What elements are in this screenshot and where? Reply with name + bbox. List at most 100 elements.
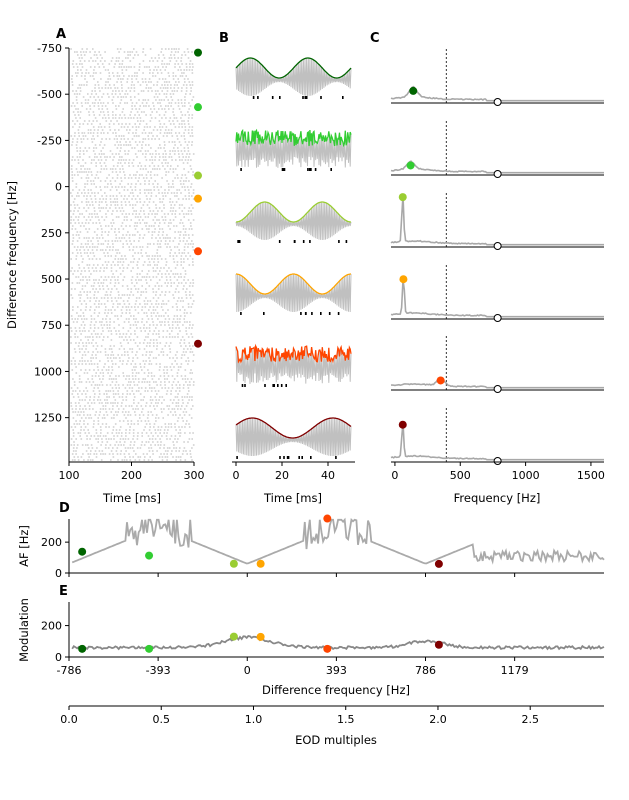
frequency-marker (256, 632, 265, 641)
frequency-marker (434, 640, 443, 649)
x-tick-label: 100 (59, 469, 80, 482)
spike-ticks (252, 96, 344, 99)
y-tick-label: 500 (41, 273, 62, 286)
panel-e-ticks: 0 200 -786 -393 0 393 786 1179 (41, 620, 529, 677)
trace-row (235, 273, 352, 315)
y-tick-label: -500 (37, 88, 62, 101)
panel-c-xlabel: Frequency [Hz] (454, 491, 541, 505)
panel-c-spectra: 0 500 1000 1500 Frequency [Hz] (390, 49, 605, 505)
raster-spike-pattern (70, 48, 195, 461)
eod-peak-marker (493, 314, 502, 322)
x-tick-label: 0.0 (60, 713, 78, 726)
eod-peak-marker (493, 170, 502, 178)
x-tick-label: 0 (233, 469, 240, 482)
frequency-marker (323, 644, 332, 653)
am-envelope (235, 128, 352, 148)
y-tick-label: 200 (41, 536, 62, 549)
y-tick-label: 0 (55, 567, 62, 580)
spike-ticks (241, 384, 287, 387)
x-tick-label: 393 (326, 664, 347, 677)
panel-d-ylabel: AF [Hz] (17, 525, 31, 567)
x-tick-label: 20 (275, 469, 289, 482)
panel-d-ticks: 0 200 (41, 536, 516, 580)
x-tick-label: 1.5 (337, 713, 355, 726)
frequency-marker (78, 644, 87, 653)
panel-label-a: A (56, 27, 66, 42)
frequency-marker (145, 644, 154, 653)
y-tick-label: 1000 (34, 365, 62, 378)
frequency-marker (229, 559, 238, 568)
am-envelope (235, 57, 352, 79)
frequency-marker (229, 632, 238, 641)
row-marker (194, 171, 202, 180)
x-tick-label: 786 (415, 664, 436, 677)
x-tick-label: 200 (121, 469, 142, 482)
trace-row (235, 343, 352, 387)
eod-trace (235, 417, 352, 457)
af-curve (71, 517, 605, 565)
spectrum-row (390, 265, 604, 322)
spectrum-line (390, 195, 604, 246)
panel-a-xlabel: Time [ms] (102, 491, 161, 505)
am-envelope (236, 201, 351, 223)
eod-multiples-axis: 0.0 0.5 1.0 1.5 2.0 2.5 EOD multiples (60, 705, 604, 747)
spike-ticks (237, 240, 348, 243)
eod-peak-marker (493, 385, 502, 393)
x-tick-label: 0 (391, 469, 398, 482)
raster-spikes (70, 48, 195, 461)
panel-label-c: C (370, 31, 380, 46)
x-tick-label: 0.5 (152, 713, 170, 726)
eod-peak-marker (493, 457, 502, 465)
x-tick-label: 1.0 (245, 713, 263, 726)
panel-c-ticks: 0 500 1000 1500 (391, 462, 605, 482)
spectrum-line (390, 422, 604, 461)
am-peak-marker (399, 275, 408, 284)
y-tick-label: 250 (41, 227, 62, 240)
panel-d-markers (78, 514, 443, 568)
trace-row (235, 201, 352, 243)
x-tick-label: 40 (321, 469, 335, 482)
x-tick-label: 1179 (501, 664, 529, 677)
row-marker (194, 194, 202, 203)
trace-row (235, 57, 352, 99)
row-marker (194, 48, 202, 57)
panel-b-ticks: 0 20 40 (233, 462, 335, 482)
x-tick-label: 0 (244, 664, 251, 677)
eod-ticks: 0.0 0.5 1.0 1.5 2.0 2.5 (60, 706, 539, 726)
panel-a-ticks: -750 -500 -250 0 250 500 750 1000 1250 100 200 300 (34, 42, 205, 482)
y-tick-label: -250 (37, 134, 62, 147)
eod-trace (235, 201, 352, 241)
x-tick-label: -786 (57, 664, 82, 677)
panel-label-e: E (59, 584, 68, 599)
frequency-marker (256, 559, 265, 568)
modulation-curve (71, 635, 605, 651)
frequency-marker (434, 559, 443, 568)
am-peak-marker (406, 161, 415, 170)
x-tick-label: 500 (450, 469, 471, 482)
spectrum-row (390, 193, 604, 250)
panel-e-modulation: 0 200 -786 -393 0 393 786 1179 Modulation Diffe… (17, 598, 605, 697)
spectrum-line (390, 279, 604, 318)
panel-label-b: B (219, 31, 229, 46)
eod-peak-marker (493, 98, 502, 106)
am-envelope (235, 343, 352, 364)
spectrum-row (390, 408, 604, 465)
frequency-marker (323, 514, 332, 523)
x-tick-label: -393 (146, 664, 171, 677)
spectrum-row (390, 336, 604, 393)
x-tick-label: 1500 (577, 469, 605, 482)
frequency-marker (78, 547, 87, 556)
row-marker (194, 247, 202, 256)
am-peak-marker (436, 376, 445, 385)
frequency-marker (145, 551, 154, 560)
y-tick-label: 0 (55, 651, 62, 664)
panel-a-markers (194, 48, 202, 348)
x-tick-label: 1000 (512, 469, 540, 482)
panel-c-spectrum-rows (390, 49, 604, 465)
spectrum-row (390, 49, 604, 106)
panel-e-ylabel: Modulation (17, 598, 31, 662)
am-envelope (236, 273, 351, 295)
am-peak-marker (398, 420, 407, 429)
spike-ticks (240, 168, 332, 171)
